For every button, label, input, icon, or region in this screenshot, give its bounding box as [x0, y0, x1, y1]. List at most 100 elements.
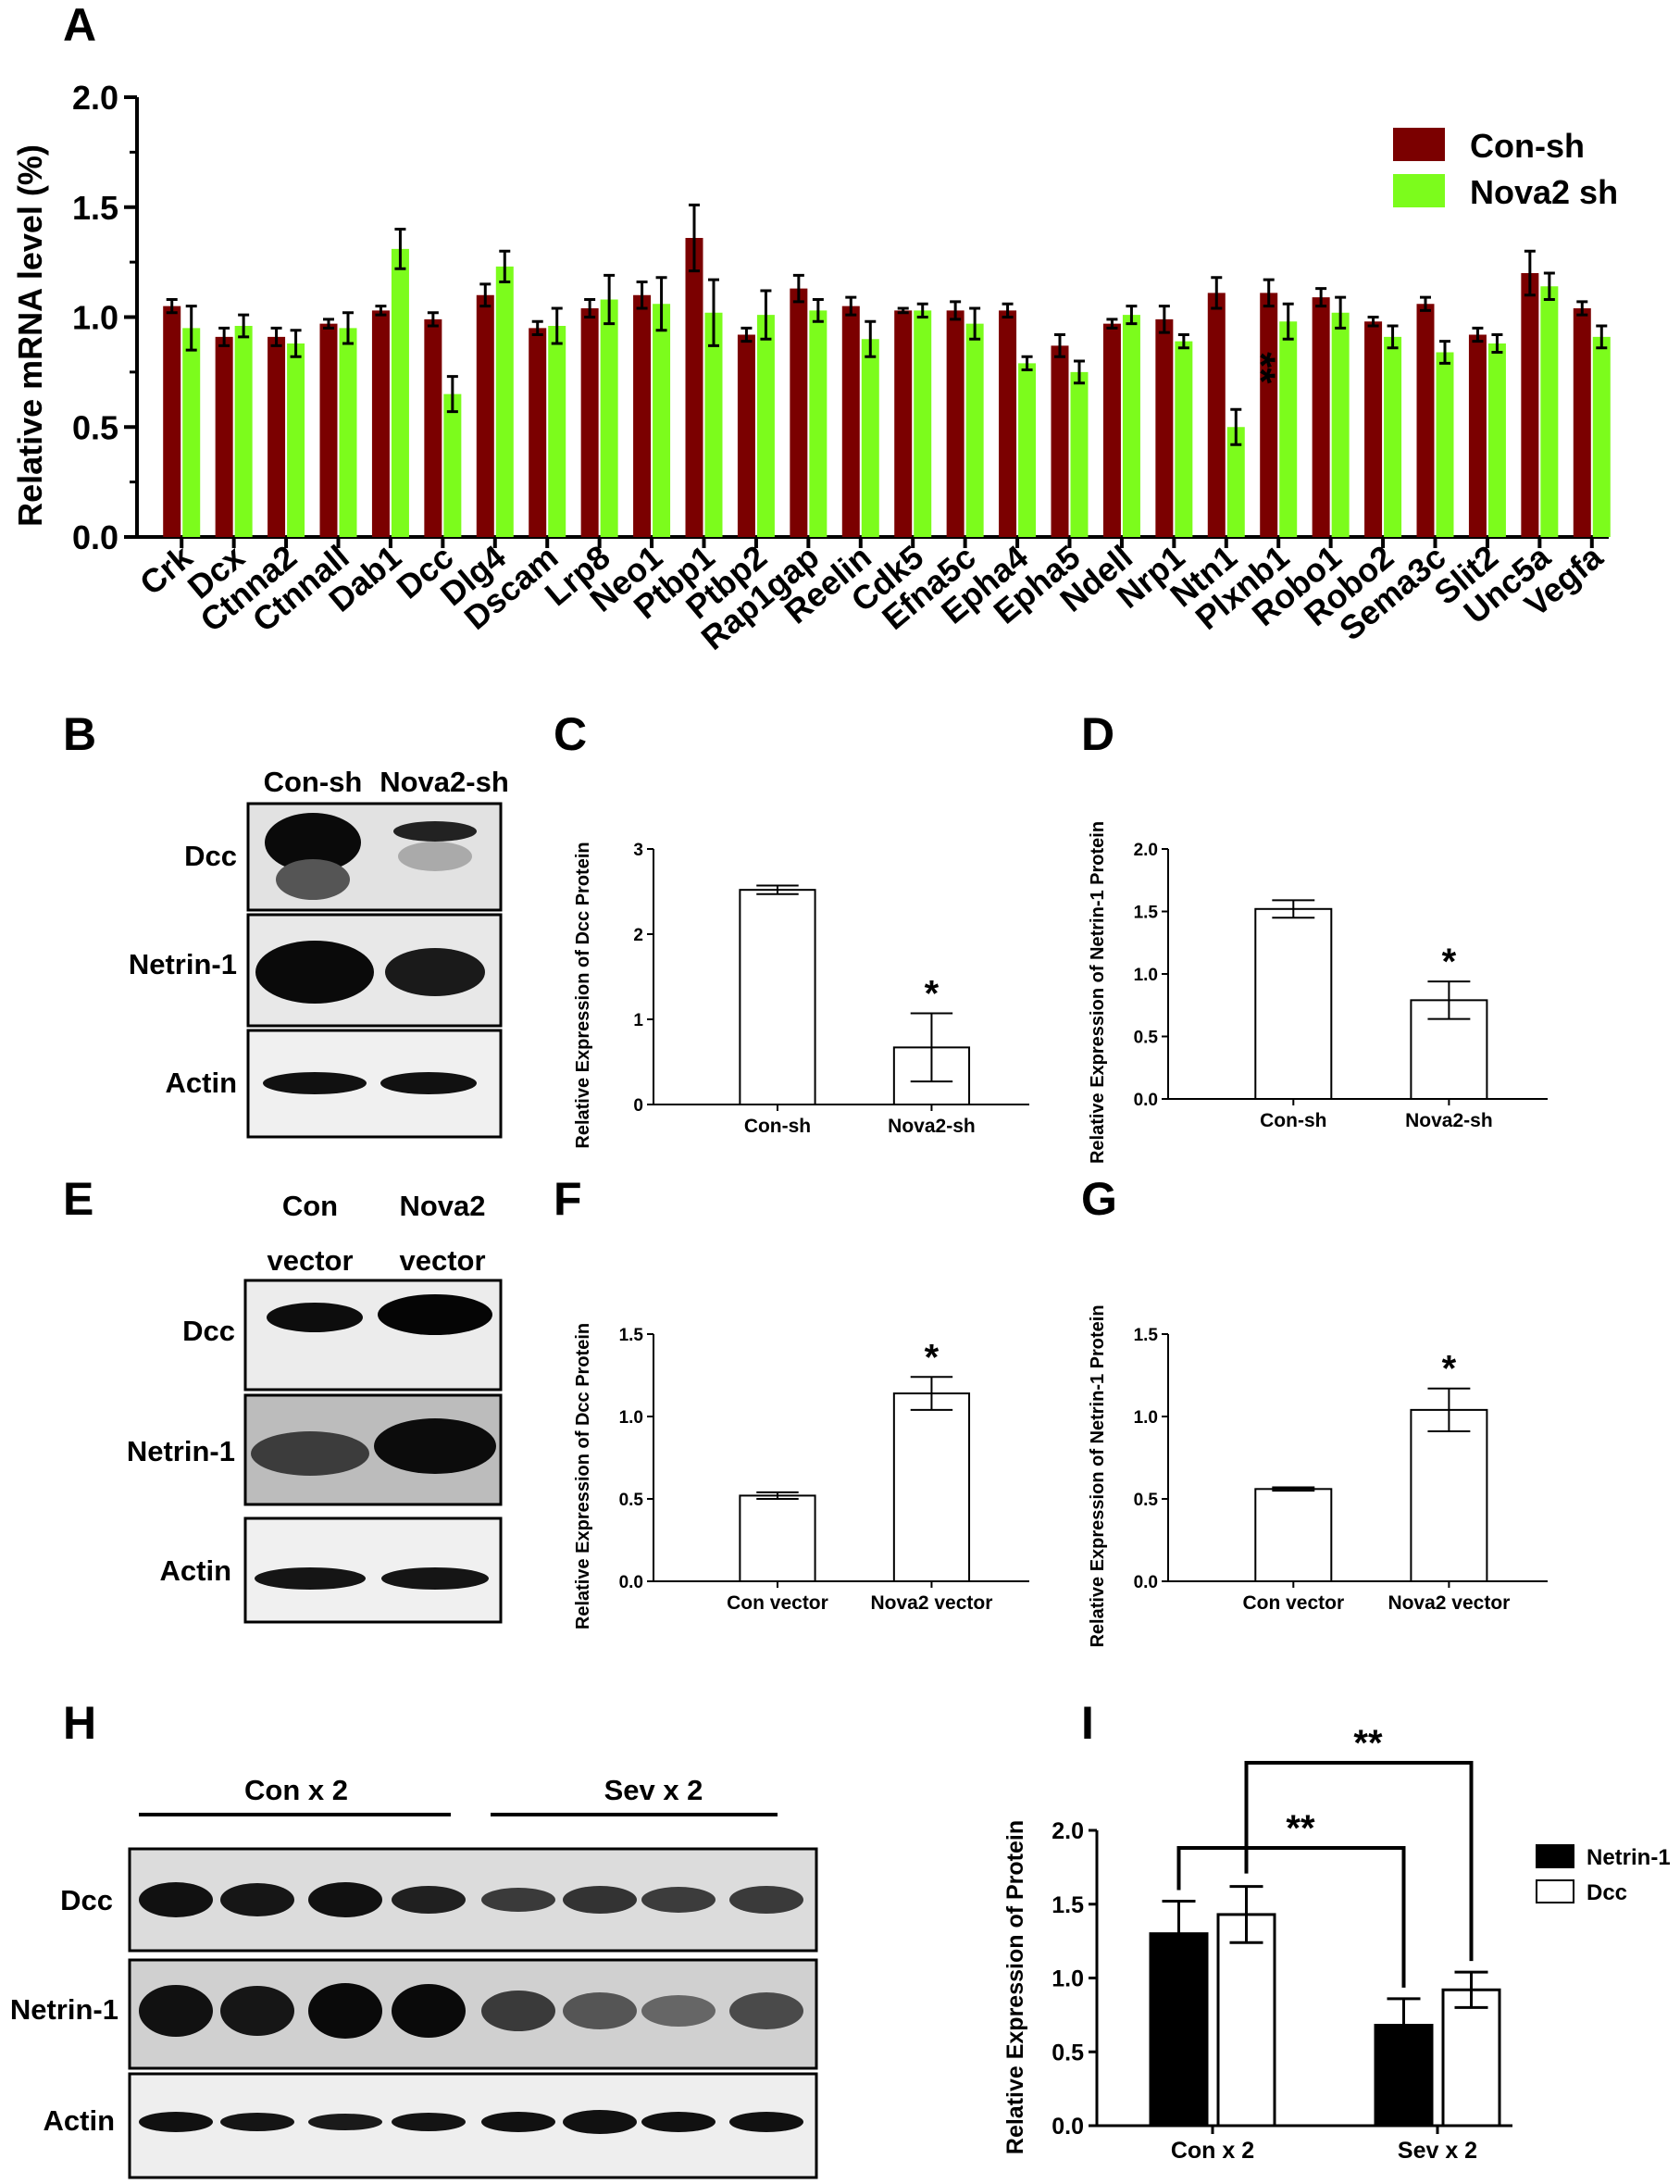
bar-epha4-nova2-sh — [1018, 363, 1037, 537]
blot-h-row-actin: Actin — [44, 2104, 116, 2137]
y-axis-title: Relative Expression of Netrin-1 Protein — [1088, 821, 1108, 1164]
blot-panel-b: Con-sh Nova2-sh Dcc Netrin-1 Actin — [129, 766, 509, 1139]
bar-efna5c-con-sh — [946, 310, 964, 537]
y-tick-label: 0.0 — [1134, 1091, 1158, 1110]
bar-plxnb1-nova2-sh — [1279, 321, 1298, 537]
y-axis-title: Relative Expression of Dcc Protein — [573, 1323, 593, 1629]
blot-e-row-actin: Actin — [160, 1554, 232, 1587]
blot-b-row-netrin: Netrin-1 — [129, 948, 237, 980]
x-tick-label: Nova2-sh — [1405, 1110, 1493, 1131]
blot-b-band-actin-nova — [380, 1072, 477, 1094]
bar-con-sh — [739, 889, 816, 1105]
x-tick-label: Con vector — [727, 1592, 828, 1614]
panel-label-g: G — [1081, 1173, 1117, 1225]
bar-unc5a-con-sh — [1521, 273, 1539, 537]
y-tick-label: 0.0 — [1134, 1573, 1158, 1592]
panel-label-c: C — [554, 708, 587, 760]
bar-rap1gap-nova2-sh — [809, 310, 828, 537]
legend-swatch-dcc — [1536, 1879, 1574, 1903]
bar-crk-con-sh — [163, 306, 181, 537]
bar-dscam-con-sh — [529, 328, 547, 537]
bar-nrp1-nova2-sh — [1175, 341, 1193, 537]
significance-bracket-dcc — [1244, 1761, 1474, 1962]
blot-e-header-nova2-vector: vector — [399, 1244, 485, 1277]
blot-b-header-nova2: Nova2-sh — [380, 766, 509, 798]
bar-dcx-nova2-sh — [234, 326, 253, 537]
panel-label-a: A — [63, 0, 96, 51]
blot-e-header-con: Con — [282, 1190, 338, 1222]
bar-vegfa-con-sh — [1573, 308, 1591, 537]
blot-h-band-netrin-lane-8 — [729, 1992, 803, 2029]
blot-h-band-netrin-lane-6 — [563, 1992, 637, 2029]
chart-f-dcc-protein: 0.0 0.5 1.0 1.5 Relative Expression of Dcc P… — [573, 1323, 1029, 1629]
y-tick-label: 0.0 — [72, 518, 118, 556]
bar-slit2-nova2-sh — [1487, 343, 1506, 537]
bar-nova2-vector — [892, 1392, 971, 1582]
blot-b-band-dcc-con-smear — [276, 859, 350, 900]
blot-h-band-actin-lane-3 — [308, 2114, 382, 2130]
legend-label-con-sh: Con-sh — [1470, 127, 1585, 165]
chart-c-dcc-protein: 0 1 2 3 Relative Expression of Dcc Protein Co… — [573, 841, 1029, 1149]
significance-marker-netrin: ** — [1286, 1808, 1315, 1849]
y-tick-label: 2.0 — [1134, 841, 1158, 860]
blot-h-row-dcc: Dcc — [60, 1884, 113, 1916]
panel-label-f: F — [554, 1173, 582, 1225]
bar-cdk5-nova2-sh — [914, 310, 932, 537]
bar-ptbp2-con-sh — [737, 334, 755, 537]
bar-dlg4-nova2-sh — [495, 266, 514, 537]
bar-vegfa-nova2-sh — [1592, 336, 1611, 537]
y-axis-title: Relative Expression of Netrin-1 Protein — [1088, 1304, 1108, 1647]
x-tick-label: Con-sh — [744, 1116, 811, 1137]
bar-ctnnall-nova2-sh — [339, 328, 357, 537]
panel-label-i: I — [1081, 1697, 1094, 1749]
y-tick-label: 1.0 — [72, 299, 118, 337]
bar-dcc-nova2-sh — [443, 393, 462, 537]
blot-b-band-netrin-nova — [385, 948, 485, 996]
bar-neo1-con-sh — [633, 294, 652, 537]
legend-label-dcc: Dcc — [1587, 1880, 1627, 1905]
blot-b-row-actin: Actin — [166, 1067, 238, 1099]
chart-i-protein-expression: 0.0 0.5 1.0 1.5 2.0 Relative Expression of Pr… — [1002, 1723, 1512, 2164]
y-tick-label: 1.0 — [1052, 1966, 1084, 1992]
blot-b-band-actin-con — [263, 1072, 367, 1094]
bar-dlg4-con-sh — [476, 294, 494, 537]
bar-ptbp1-con-sh — [685, 238, 703, 537]
bar-lrp8-nova2-sh — [600, 299, 618, 537]
bar-dab1-nova2-sh — [391, 248, 409, 537]
bar-epha5-nova2-sh — [1070, 371, 1089, 537]
legend-swatch-netrin — [1536, 1844, 1574, 1868]
bar-ctnna2-nova2-sh — [287, 343, 305, 537]
blot-b-band-dcc-con — [265, 813, 361, 872]
blot-h-band-dcc-lane-6 — [563, 1886, 637, 1914]
bar-dcc-con-sh — [424, 318, 442, 537]
blot-h-band-netrin-lane-3 — [308, 1983, 382, 2039]
bar-dab1-con-sh — [371, 310, 390, 537]
blot-h-band-dcc-lane-8 — [729, 1886, 803, 1914]
blot-e-row-netrin: Netrin-1 — [127, 1435, 235, 1467]
bar-robo2-con-sh — [1364, 321, 1383, 537]
panel-label-d: D — [1081, 708, 1114, 760]
y-tick-label: 0.5 — [1052, 2040, 1084, 2065]
blot-h-band-actin-lane-5 — [481, 2112, 555, 2132]
y-tick-label: 0.0 — [619, 1573, 643, 1592]
y-tick-label: 1 — [633, 1011, 643, 1030]
y-axis-title: Relative mRNA level (%) — [11, 144, 49, 527]
y-tick-label: 0 — [633, 1096, 643, 1116]
blot-panel-h: Con x 2 Sev x 2 Dcc Netrin-1 Actin — [10, 1774, 818, 2179]
blot-e-row-dcc: Dcc — [182, 1315, 235, 1347]
bar-lrp8-con-sh — [580, 308, 599, 537]
bar-ptbp1-nova2-sh — [704, 312, 723, 537]
y-tick-label: 0.5 — [1134, 1028, 1159, 1047]
blot-h-bands — [139, 1882, 803, 2134]
y-tick-label: 0.0 — [1052, 2114, 1084, 2140]
significance-marker: * — [925, 974, 940, 1015]
bar-sema3c-nova2-sh — [1436, 352, 1454, 537]
x-tick-label: Con-sh — [1260, 1110, 1326, 1131]
blot-h-band-actin-lane-2 — [220, 2113, 294, 2131]
significance-marker: * — [1442, 942, 1457, 982]
blot-h-band-dcc-lane-2 — [220, 1883, 294, 1916]
blot-h-band-actin-lane-4 — [392, 2113, 466, 2131]
y-tick-label: 1.5 — [1134, 903, 1159, 922]
bar-dcx-con-sh — [215, 336, 233, 537]
